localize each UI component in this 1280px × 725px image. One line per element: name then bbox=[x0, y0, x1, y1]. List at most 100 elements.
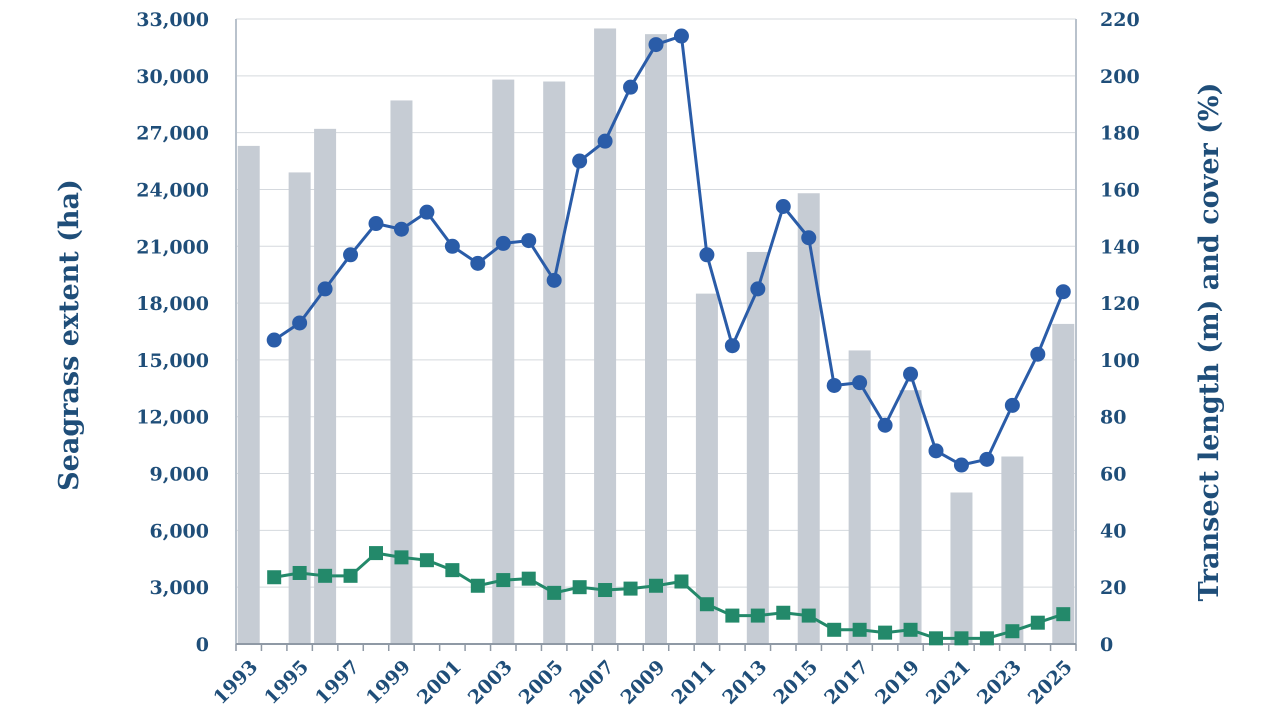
point-square-2018 bbox=[878, 625, 893, 640]
right-tick-label: 20 bbox=[1100, 577, 1126, 599]
point-circle-2006 bbox=[572, 153, 588, 169]
left-tick-label: 24,000 bbox=[136, 179, 209, 201]
point-square-2008 bbox=[623, 581, 638, 596]
x-tick-label: 2007 bbox=[566, 656, 619, 709]
right-tick-label: 180 bbox=[1100, 123, 1140, 145]
point-circle-2020 bbox=[928, 443, 944, 459]
bar-2009 bbox=[645, 34, 667, 645]
point-square-2022 bbox=[979, 631, 994, 646]
bar-1993 bbox=[237, 145, 260, 645]
point-square-2021 bbox=[954, 631, 969, 646]
point-circle-1998 bbox=[368, 216, 384, 232]
bar-2025 bbox=[1052, 323, 1075, 644]
x-tick-label: 1997 bbox=[311, 656, 364, 709]
bar-2005 bbox=[543, 81, 566, 644]
point-square-2009 bbox=[649, 578, 663, 593]
point-square-2002 bbox=[470, 578, 485, 593]
x-tick-label: 2019 bbox=[871, 656, 924, 709]
point-circle-2024 bbox=[1030, 346, 1046, 362]
point-circle-1997 bbox=[343, 247, 359, 263]
right-tick-label: 80 bbox=[1100, 407, 1126, 429]
point-circle-2008 bbox=[623, 79, 639, 95]
point-square-1995 bbox=[292, 565, 307, 580]
point-square-2012 bbox=[725, 608, 740, 623]
x-tick-label: 2001 bbox=[413, 656, 466, 709]
left-tick-label: 15,000 bbox=[136, 350, 209, 372]
x-tick-label: 1995 bbox=[260, 656, 313, 709]
point-circle-2000 bbox=[419, 204, 435, 220]
left-tick-label: 30,000 bbox=[136, 66, 209, 88]
point-square-2005 bbox=[547, 585, 562, 600]
point-circle-2025 bbox=[1055, 284, 1071, 300]
bar-2019 bbox=[899, 390, 922, 644]
right-tick-label: 160 bbox=[1100, 179, 1140, 201]
point-square-2001 bbox=[445, 563, 460, 578]
tick-labels: 0 3,000 6,000 9,000 12,000 15,000 18,000 21,000… bbox=[136, 9, 1139, 709]
bar-1999 bbox=[390, 100, 413, 644]
point-circle-1994 bbox=[266, 332, 282, 348]
point-circle-2023 bbox=[1004, 397, 1020, 413]
point-square-2020 bbox=[929, 631, 943, 646]
right-tick-label: 220 bbox=[1100, 9, 1140, 31]
point-square-2003 bbox=[496, 573, 511, 588]
point-circle-2005 bbox=[546, 272, 562, 288]
point-circle-2021 bbox=[953, 457, 969, 473]
point-square-2016 bbox=[827, 622, 842, 637]
point-square-1997 bbox=[343, 568, 358, 583]
right-tick-label: 200 bbox=[1100, 66, 1140, 88]
point-square-2014 bbox=[776, 605, 791, 620]
x-tick-label: 2005 bbox=[515, 656, 568, 709]
right-tick-label: 120 bbox=[1100, 293, 1140, 315]
x-tick-label: 2017 bbox=[820, 656, 873, 709]
point-circle-2001 bbox=[444, 238, 460, 254]
point-square-2006 bbox=[572, 580, 587, 595]
left-tick-label: 9,000 bbox=[150, 464, 210, 486]
left-tick-label: 27,000 bbox=[136, 123, 209, 145]
point-square-2004 bbox=[521, 571, 536, 586]
point-square-2013 bbox=[750, 608, 765, 623]
point-square-2024 bbox=[1030, 615, 1045, 630]
right-tick-label: 60 bbox=[1100, 464, 1126, 486]
right-tick-label: 40 bbox=[1100, 520, 1126, 542]
point-square-2015 bbox=[801, 608, 816, 623]
x-tick-label: 2023 bbox=[973, 656, 1026, 709]
x-tick-label: 1999 bbox=[362, 656, 415, 709]
point-square-2007 bbox=[598, 583, 613, 598]
bar-2003 bbox=[492, 79, 515, 644]
left-tick-label: 12,000 bbox=[136, 407, 209, 429]
bar-2015 bbox=[797, 193, 820, 644]
left-tick-label: 21,000 bbox=[136, 236, 209, 258]
point-square-2010 bbox=[674, 574, 689, 589]
left-tick-label: 6,000 bbox=[150, 520, 210, 542]
point-square-2000 bbox=[419, 553, 434, 568]
point-circle-2010 bbox=[673, 28, 689, 44]
point-square-1998 bbox=[369, 546, 383, 561]
right-tick-label: 140 bbox=[1100, 236, 1140, 258]
point-circle-2017 bbox=[852, 375, 868, 391]
point-circle-2018 bbox=[877, 417, 893, 433]
x-tick-label: 1993 bbox=[209, 656, 262, 709]
left-tick-label: 0 bbox=[196, 634, 209, 656]
left-tick-label: 3,000 bbox=[150, 577, 210, 599]
point-circle-2009 bbox=[648, 37, 664, 53]
right-axis-title: Transect length (m) and cover (%) bbox=[1194, 83, 1225, 602]
point-square-1994 bbox=[267, 570, 282, 585]
bar-2013 bbox=[746, 251, 769, 645]
bar-2011 bbox=[695, 293, 718, 644]
bar-2007 bbox=[594, 28, 617, 644]
line-series bbox=[266, 28, 1071, 646]
point-circle-2019 bbox=[903, 366, 919, 382]
bar-2017 bbox=[848, 350, 871, 644]
point-circle-2007 bbox=[597, 133, 613, 149]
point-circle-1999 bbox=[393, 221, 409, 237]
point-circle-2004 bbox=[521, 233, 537, 249]
left-axis-title: Seagrass extent (ha) bbox=[54, 179, 85, 491]
x-tick-label: 2015 bbox=[769, 656, 822, 709]
point-square-2011 bbox=[699, 597, 714, 612]
point-circle-2011 bbox=[699, 247, 715, 263]
x-tick-label: 2013 bbox=[718, 656, 771, 709]
point-circle-1995 bbox=[292, 315, 308, 331]
point-circle-2002 bbox=[470, 255, 486, 271]
